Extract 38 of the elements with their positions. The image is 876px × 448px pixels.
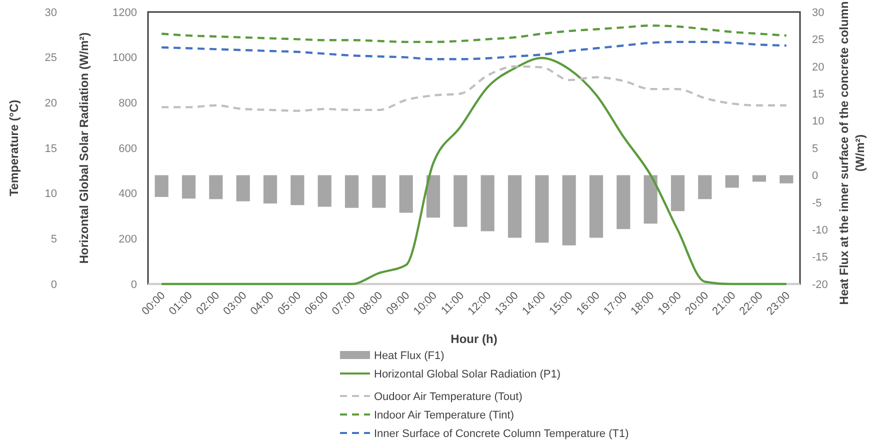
x-axis-title: Hour (h) — [450, 332, 498, 346]
y-tick-label: 1200 — [112, 6, 137, 19]
y3-tick-label: 15 — [44, 142, 57, 155]
y3-tick-label: 25 — [44, 52, 57, 64]
line-series — [160, 24, 788, 44]
y-tick-label: 400 — [118, 188, 137, 200]
legend-label: Oudoor Air Temperature (Tout) — [374, 390, 522, 403]
y2-tick-label: 0 — [812, 170, 818, 182]
y3-tick-label: 10 — [44, 188, 57, 200]
y2-tick-label: -10 — [812, 224, 828, 236]
legend-label: Heat Flux (F1) — [374, 350, 444, 362]
y2-tick-label: 30 — [812, 6, 824, 19]
y2-tick-label: -5 — [812, 197, 822, 210]
y-axis-title: Horizontal Global Solar Radiation (W/m²) — [77, 32, 91, 264]
y2-axis-title: Heat Flux at the inner surface of the concrete column (W/m²) — [837, 1, 867, 305]
legend-label: Horizontal Global Solar Radiation (P1) — [374, 368, 560, 380]
y2-tick-label: 25 — [812, 34, 824, 46]
y-tick-label: 600 — [118, 142, 137, 155]
y3-tick-label: 0 — [50, 278, 57, 291]
y3-tick-label: 5 — [50, 234, 57, 246]
line-series — [160, 65, 788, 112]
y3-tick-label: 20 — [44, 98, 57, 110]
y2-tick-label: 15 — [812, 88, 824, 100]
y-tick-label: 0 — [130, 278, 137, 291]
y-tick-label: 800 — [118, 98, 137, 110]
y2-tick-label: 20 — [812, 61, 824, 74]
legend-label: Indoor Air Temperature (Tint) — [374, 409, 514, 422]
legend-label: Inner Surface of Concrete Column Temperature (T1) — [374, 428, 629, 440]
y2-tick-label: -20 — [812, 278, 828, 291]
y-tick-label: 200 — [118, 234, 137, 246]
y2-tick-label: 10 — [812, 116, 824, 128]
y2-tick-label: -15 — [812, 252, 828, 264]
line-series — [160, 40, 788, 60]
y-tick-label: 1000 — [112, 52, 137, 64]
y3-tick-label: 30 — [44, 6, 57, 19]
line-series — [160, 56, 788, 286]
y3-axis-title: Temperature (°C) — [7, 100, 21, 196]
y2-tick-label: 5 — [812, 142, 818, 155]
